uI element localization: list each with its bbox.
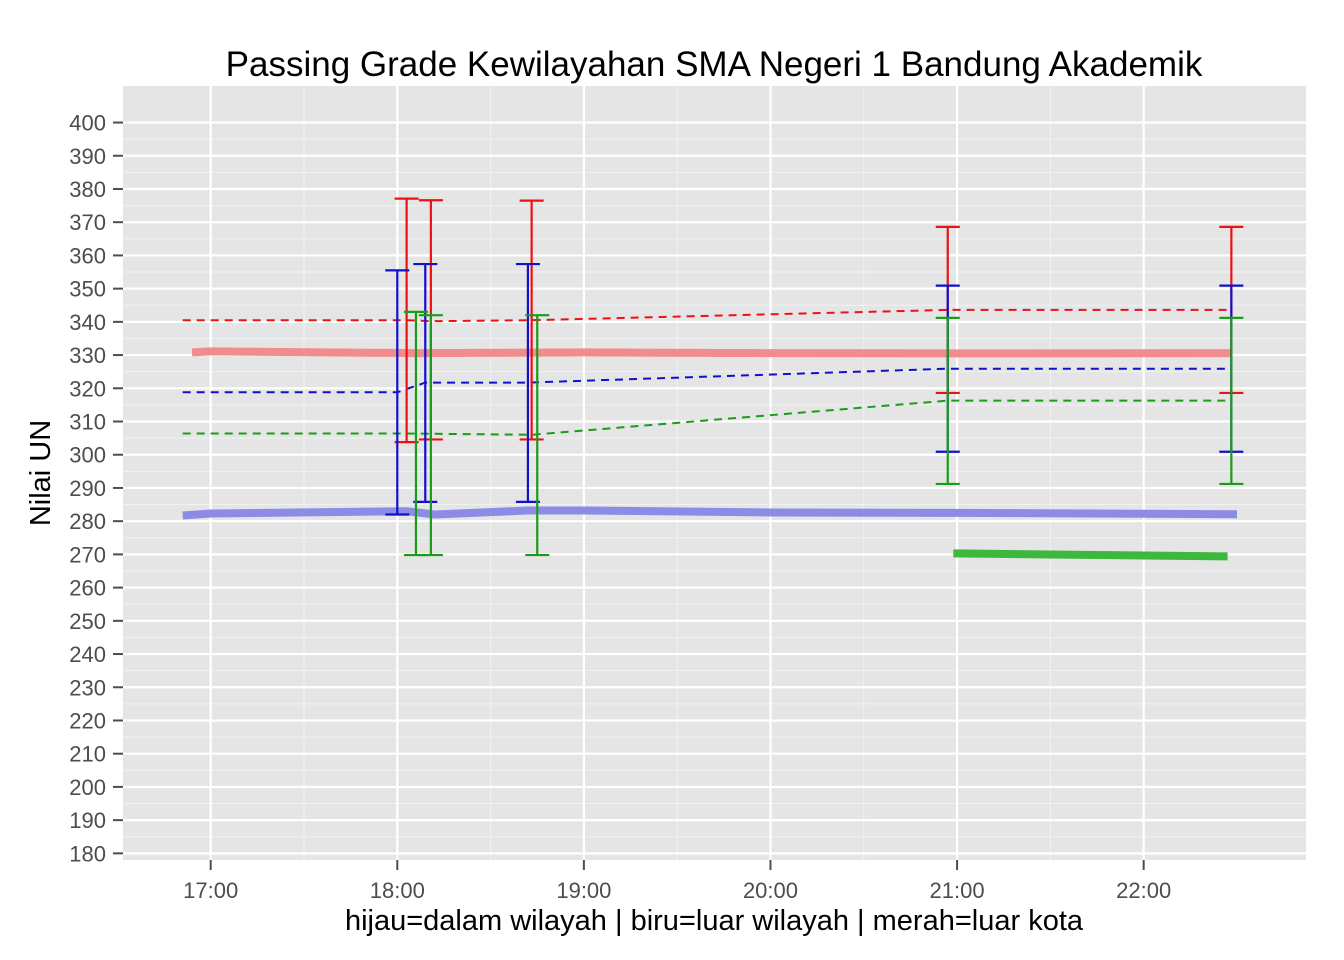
series-line-biru_thick-4 (182, 506, 1238, 520)
series-line-biru-1 (182, 367, 1232, 394)
y-tick-label: 380 (69, 177, 106, 202)
x-tick-label: 17:00 (183, 878, 238, 903)
y-tick-label: 200 (69, 775, 106, 800)
y-tick-label: 330 (69, 343, 106, 368)
x-tick-label: 20:00 (743, 878, 798, 903)
y-tick-label: 260 (69, 576, 106, 601)
error-bar-hijau-14 (1219, 316, 1244, 486)
error-bar-biru-6 (413, 262, 438, 504)
error-bar-hijau-11 (418, 314, 443, 557)
y-tick-label: 220 (69, 708, 106, 733)
y-tick-label: 290 (69, 476, 106, 501)
y-tick-label: 180 (69, 841, 106, 866)
axes: 180 190 200 210 220 230 240 250 260 270 280 290 300 3… (69, 111, 1171, 903)
y-tick-label: 370 (69, 210, 106, 235)
series-line-merah_thick-3 (191, 347, 1232, 358)
y-tick-label: 280 (69, 509, 106, 534)
y-tick-label: 190 (69, 808, 106, 833)
y-tick-label: 360 (69, 243, 106, 268)
chart-title: Passing Grade Kewilayahan SMA Negeri 1 B… (226, 45, 1203, 84)
panel-background (123, 86, 1306, 860)
y-tick-label: 230 (69, 675, 106, 700)
y-tick-label: 400 (69, 111, 106, 136)
error-bar-hijau-12 (525, 314, 550, 557)
gridlines (123, 86, 1306, 860)
x-axis-title: hijau=dalam wilayah | biru=luar wilayah … (345, 905, 1084, 937)
x-tick-label: 19:00 (556, 878, 611, 903)
y-tick-label: 240 (69, 642, 106, 667)
series-line-hijau-2 (182, 399, 1232, 436)
error-bar-biru-5 (385, 269, 410, 516)
x-tick-label: 22:00 (1116, 878, 1171, 903)
y-tick-label: 270 (69, 542, 106, 567)
y-tick-label: 250 (69, 609, 106, 634)
y-tick-label: 320 (69, 376, 106, 401)
error-bar-hijau-13 (935, 316, 960, 486)
error-bars (385, 197, 1244, 557)
x-tick-label: 18:00 (370, 878, 425, 903)
error-bar-merah-2 (519, 199, 544, 441)
series-lines (182, 308, 1238, 561)
series-line-hijau_thick-5 (953, 549, 1228, 561)
error-bar-biru-7 (515, 262, 540, 504)
plot-panel (123, 86, 1306, 860)
y-axis-title: Nilai UN (25, 420, 57, 526)
y-tick-label: 300 (69, 443, 106, 468)
x-tick-label: 21:00 (930, 878, 985, 903)
y-tick-label: 350 (69, 277, 106, 302)
series-line-merah-0 (182, 308, 1232, 323)
y-tick-label: 210 (69, 742, 106, 767)
y-tick-label: 340 (69, 310, 106, 335)
error-bar-merah-0 (394, 197, 419, 444)
y-tick-label: 310 (69, 410, 106, 435)
y-tick-label: 390 (69, 144, 106, 169)
